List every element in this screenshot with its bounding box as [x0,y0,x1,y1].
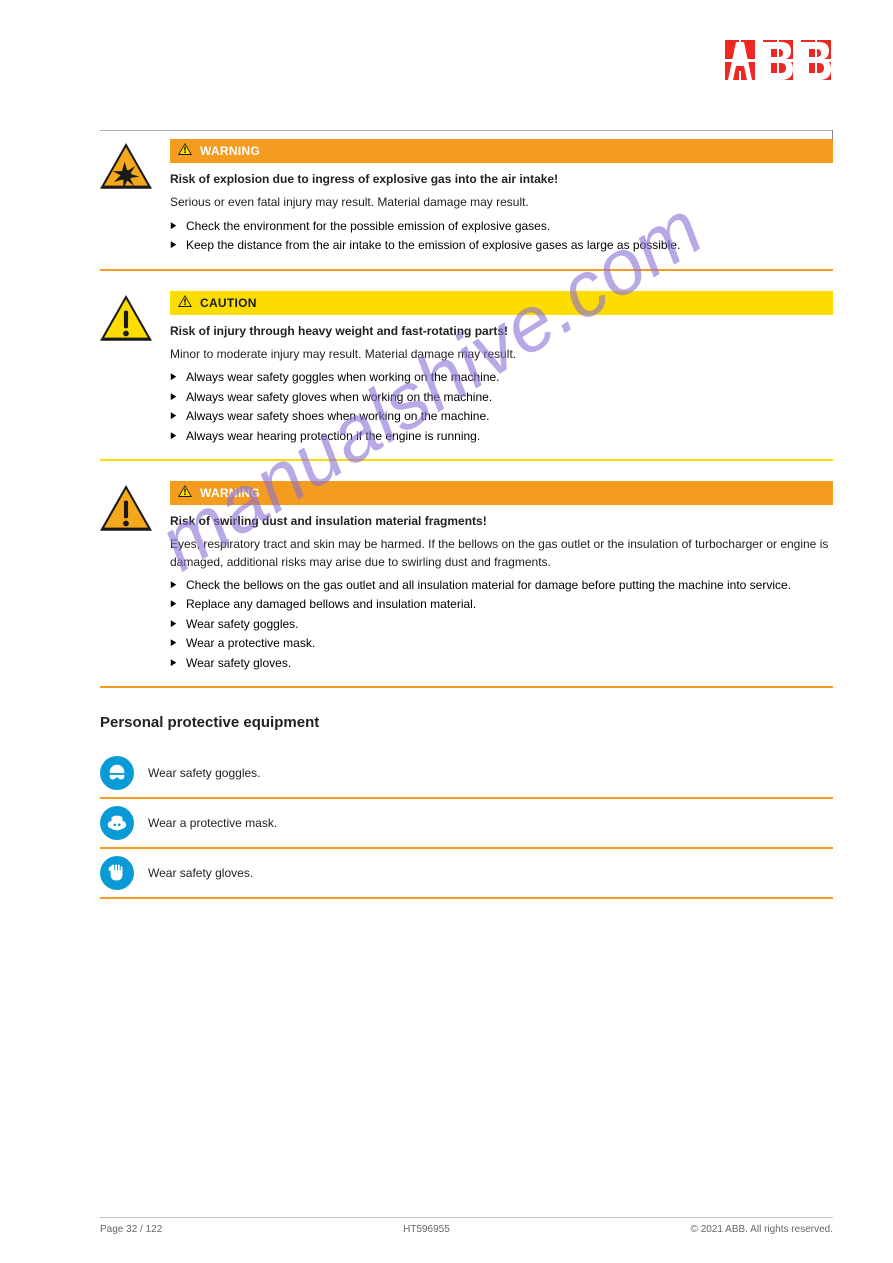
ppe-label: Wear safety gloves. [148,866,253,880]
ppe-title: Personal protective equipment [100,714,833,731]
hazard-lead: Risk of injury through heavy weight and … [170,323,833,340]
hazard-body-text: Minor to moderate injury may result. Mat… [170,346,833,363]
hazard-explosion: WARNING Risk of explosion due to ingress… [100,139,833,271]
hazard-end-rule [100,269,833,271]
hazard-body-text: Serious or even fatal injury may result.… [170,194,833,211]
hazard-end-rule [100,686,833,688]
hazard-header-bar: WARNING [170,481,833,505]
top-rule [100,130,833,131]
hazard-bullet: Always wear safety shoes when working on… [170,408,833,425]
hazard-bullets: Always wear safety goggles when working … [170,369,833,445]
hazard-bullet: Wear safety gloves. [170,655,833,672]
hazard-swirl-dust: WARNING Risk of swirling dust and insula… [100,481,833,688]
hazard-body-text: Eyes, respiratory tract and skin may be … [170,536,833,571]
ppe-label: Wear a protective mask. [148,816,277,830]
footer-page: Page 32 / 122 [100,1224,162,1235]
hazard-label: WARNING [200,144,260,158]
alert-mini-icon [178,484,192,502]
page-footer: Page 32 / 122 HT596955 © 2021 ABB. All r… [100,1217,833,1235]
hazard-end-rule [100,459,833,461]
hazard-bullet: Wear a protective mask. [170,635,833,652]
hazard-bullet: Keep the distance from the air intake to… [170,237,833,254]
ppe-gloves: Wear safety gloves. [100,849,833,897]
goggles-icon [100,756,134,790]
hazard-bullet: Always wear hearing protection if the en… [170,428,833,445]
gloves-icon [100,856,134,890]
hazard-triangle-icon [100,295,152,347]
hazard-bullet: Always wear safety gloves when working o… [170,389,833,406]
hazard-triangle-icon [100,143,152,195]
abb-logo [725,40,833,80]
hazard-lead: Risk of swirling dust and insulation mat… [170,513,833,530]
ppe-rule [100,897,833,899]
hazard-triangle-icon [100,485,152,537]
hazard-label: WARNING [200,486,260,500]
hazard-bullet: Check the environment for the possible e… [170,218,833,235]
footer-docid: HT596955 [403,1224,450,1235]
hazard-header-bar: WARNING [170,139,833,163]
abb-logo-svg [725,40,833,80]
ppe-goggles: Wear safety goggles. [100,749,833,797]
hazard-bullet: Check the bellows on the gas outlet and … [170,577,833,594]
alert-mini-icon [178,142,192,160]
hazard-caution-heavy: CAUTION Risk of injury through heavy wei… [100,291,833,461]
footer-copyright: © 2021 ABB. All rights reserved. [691,1224,833,1235]
ppe-mask: Wear a protective mask. [100,799,833,847]
hazard-lead: Risk of explosion due to ingress of expl… [170,171,833,188]
hazard-bullets: Check the environment for the possible e… [170,218,833,255]
ppe-label: Wear safety goggles. [148,766,261,780]
alert-mini-icon [178,294,192,312]
hazard-header-bar: CAUTION [170,291,833,315]
hazard-bullet: Replace any damaged bellows and insulati… [170,596,833,613]
hazard-bullet: Always wear safety goggles when working … [170,369,833,386]
hazard-label: CAUTION [200,296,257,310]
hazard-bullet: Wear safety goggles. [170,616,833,633]
hazard-bullets: Check the bellows on the gas outlet and … [170,577,833,672]
mask-icon [100,806,134,840]
